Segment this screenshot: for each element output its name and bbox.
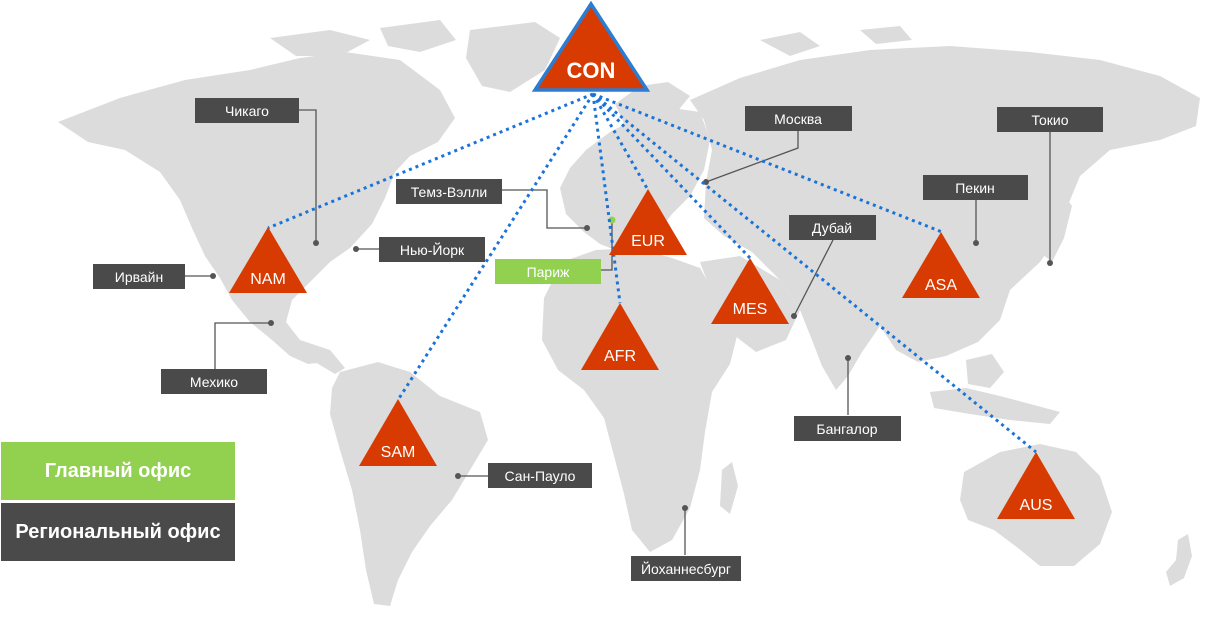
connector-mes (591, 92, 752, 260)
region-triangle (902, 232, 980, 298)
city-dot-sao-paulo (455, 473, 461, 479)
city-dot-thames-valley (584, 225, 590, 231)
continent-central-america (300, 340, 345, 374)
connector-eur (591, 93, 650, 191)
region-triangle (609, 189, 687, 255)
region-label: ASA (925, 277, 957, 294)
region-label: EUR (631, 233, 665, 250)
region-asa: ASA (902, 232, 980, 298)
region-label: MES (733, 301, 768, 318)
region-triangle (359, 399, 437, 466)
city-label-new-york: Нью-Йорк (379, 237, 485, 262)
city-label-bangalore: Бангалор (794, 416, 901, 441)
svg-text:Пекин: Пекин (955, 180, 995, 196)
connector-afr (591, 93, 622, 304)
city-label-paris: Париж (495, 259, 601, 284)
region-triangle (581, 303, 659, 370)
continent-africa (542, 248, 738, 552)
svg-text:Чикаго: Чикаго (225, 103, 269, 119)
connector-nam (267, 92, 594, 230)
city-dot-dubai (791, 313, 797, 319)
region-mes: MES (711, 258, 789, 324)
svg-text:Москва: Москва (774, 111, 822, 127)
legend-main-office-label: Главный офис (44, 459, 192, 482)
hub-connectors (267, 92, 1037, 454)
region-sam: SAM (359, 399, 437, 466)
central-hub: CON (531, 0, 651, 92)
hub-label: CON (567, 58, 616, 83)
leader-lines (185, 109, 1051, 555)
svg-text:Темз-Вэлли: Темз-Вэлли (411, 184, 487, 200)
svg-text:Бангалор: Бангалор (816, 421, 877, 437)
svg-text:Дубай: Дубай (812, 220, 852, 236)
continent-europe (560, 108, 710, 252)
city-dot-bangalore (845, 355, 851, 361)
city-dot-tokyo (1047, 260, 1053, 266)
city-dot-johannesburg (682, 505, 688, 511)
region-label: SAM (381, 444, 416, 461)
region-label: AFR (604, 348, 636, 365)
continent-uk (574, 172, 596, 210)
continent-indonesia (930, 388, 1060, 424)
city-label-tokyo: Токио (997, 107, 1103, 132)
continent-north-america (58, 52, 455, 364)
region-aus: AUS (997, 452, 1075, 519)
city-label-chicago: Чикаго (195, 98, 299, 123)
city-label-mexico: Мехико (161, 369, 267, 394)
svg-text:Париж: Париж (527, 264, 570, 280)
city-label-thames-valley: Темз-Вэлли (396, 179, 502, 204)
city-dot-irvine (210, 273, 216, 279)
city-label-beijing: Пекин (923, 175, 1028, 200)
region-label: NAM (250, 271, 286, 288)
svg-text:Сан-Пауло: Сан-Пауло (505, 468, 576, 484)
city-label-johannesburg: Йоханнесбург (631, 556, 741, 581)
continent-south-america (330, 362, 488, 606)
continent-arctic-islands (270, 20, 912, 56)
city-dot-new-york (353, 246, 359, 252)
city-dot-chicago (313, 240, 319, 246)
city-dot-mexico (268, 320, 274, 326)
connector-sam (396, 93, 595, 401)
region-triangle (229, 227, 307, 293)
legend-regional-office-label: Региональный офис (15, 520, 221, 543)
svg-text:Нью-Йорк: Нью-Йорк (400, 241, 465, 258)
region-label: AUS (1020, 497, 1053, 514)
city-label-sao-paulo: Сан-Пауло (488, 463, 592, 488)
legend-regional-office: Региональный офис (1, 503, 235, 561)
legend-main-office: Главный офис (1, 442, 235, 500)
continent-greenland (466, 22, 560, 92)
continent-borneo (966, 354, 1004, 388)
region-afr: AFR (581, 303, 659, 370)
svg-text:Мехико: Мехико (190, 374, 238, 390)
continent-madagascar (720, 462, 738, 514)
city-dot-beijing (973, 240, 979, 246)
city-labels: Чикаго Нью-Йорк Ирвайн Мехико Темз-Вэлли… (93, 98, 1103, 581)
continent-scandinavia (615, 82, 690, 136)
svg-text:Йоханнесбург: Йоханнесбург (641, 560, 731, 577)
continent-new-zealand (1166, 534, 1192, 586)
city-label-moscow: Москва (745, 106, 852, 131)
hub-triangle (531, 0, 651, 92)
region-triangle (711, 258, 789, 324)
city-label-dubai: Дубай (789, 215, 876, 240)
region-nam: NAM (229, 227, 307, 293)
svg-text:Ирвайн: Ирвайн (115, 269, 163, 285)
region-triangle (997, 452, 1075, 519)
region-eur: EUR (609, 189, 687, 255)
city-label-irvine: Ирвайн (93, 264, 185, 289)
svg-text:Токио: Токио (1032, 112, 1069, 128)
